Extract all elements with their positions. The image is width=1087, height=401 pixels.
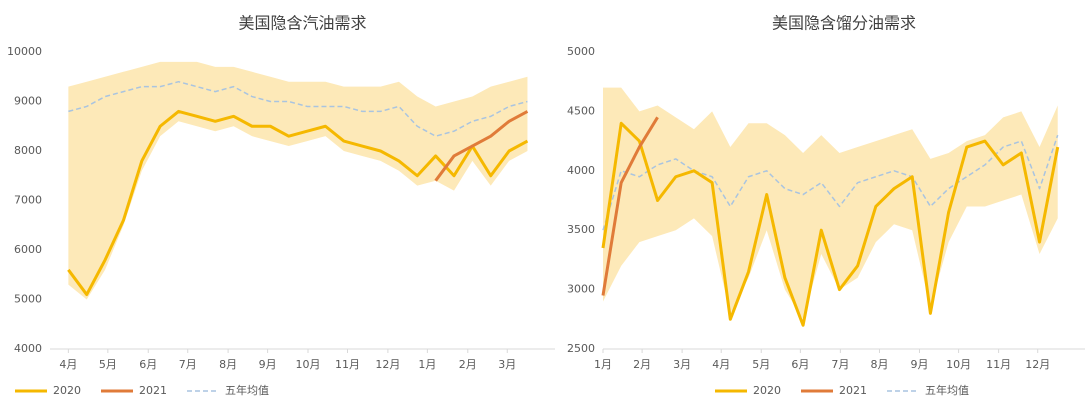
- x-tick-label: 4月: [59, 358, 77, 371]
- x-tick-label: 7月: [179, 358, 197, 371]
- y-tick-label: 4500: [567, 104, 595, 117]
- x-tick-label: 10月: [946, 358, 971, 371]
- legend-label: 五年均值: [225, 383, 269, 397]
- x-tick-label: 5月: [752, 358, 770, 371]
- x-tick-label: 8月: [219, 358, 237, 371]
- y-tick-label: 4000: [14, 342, 42, 355]
- series-line: [68, 80, 528, 137]
- y-tick-label: 3000: [567, 283, 595, 296]
- x-tick-label: 9月: [259, 358, 277, 371]
- legend-label: 2020: [753, 384, 781, 397]
- x-tick-label: 11月: [335, 358, 360, 371]
- x-tick-label: 10月: [296, 358, 321, 371]
- x-tick-label: 5月: [99, 358, 117, 371]
- x-tick-label: 3月: [498, 358, 516, 371]
- legend-label: 五年均值: [925, 383, 969, 397]
- legend-label: 2021: [139, 384, 167, 397]
- x-tick-label: 12月: [1025, 358, 1050, 371]
- x-tick-label: 6月: [791, 358, 809, 371]
- chart-title: 美国隐含馏分油需求: [772, 14, 916, 33]
- y-tick-label: 5000: [567, 45, 595, 58]
- y-tick-label: 7000: [14, 194, 42, 207]
- y-tick-label: 10000: [7, 45, 42, 58]
- y-tick-label: 4000: [567, 164, 595, 177]
- x-tick-label: 7月: [831, 358, 849, 371]
- series-line: [601, 121, 1060, 327]
- x-tick-label: 9月: [910, 358, 928, 371]
- range-band: [603, 87, 1058, 320]
- y-tick-label: 6000: [14, 243, 42, 256]
- y-tick-label: 9000: [14, 95, 42, 108]
- y-tick-label: 5000: [14, 293, 42, 306]
- x-tick-label: 3月: [673, 358, 691, 371]
- x-tick-label: 12月: [375, 358, 400, 371]
- y-tick-label: 8000: [14, 144, 42, 157]
- series-line: [67, 109, 529, 297]
- y-tick-label: 2500: [567, 342, 595, 355]
- y-tick-label: 3500: [567, 223, 595, 236]
- x-tick-label: 2月: [633, 358, 651, 371]
- series-line: [601, 116, 659, 296]
- x-tick-label: 1月: [594, 358, 612, 371]
- x-tick-label: 1月: [418, 358, 436, 371]
- x-tick-label: 6月: [139, 358, 157, 371]
- x-tick-label: 11月: [986, 358, 1011, 371]
- x-tick-label: 4月: [712, 358, 730, 371]
- x-tick-label: 2月: [459, 358, 477, 371]
- legend-label: 2021: [839, 384, 867, 397]
- chart-title: 美国隐含汽油需求: [238, 14, 366, 33]
- legend-label: 2020: [53, 384, 81, 397]
- x-tick-label: 8月: [870, 358, 888, 371]
- series-line: [434, 110, 529, 182]
